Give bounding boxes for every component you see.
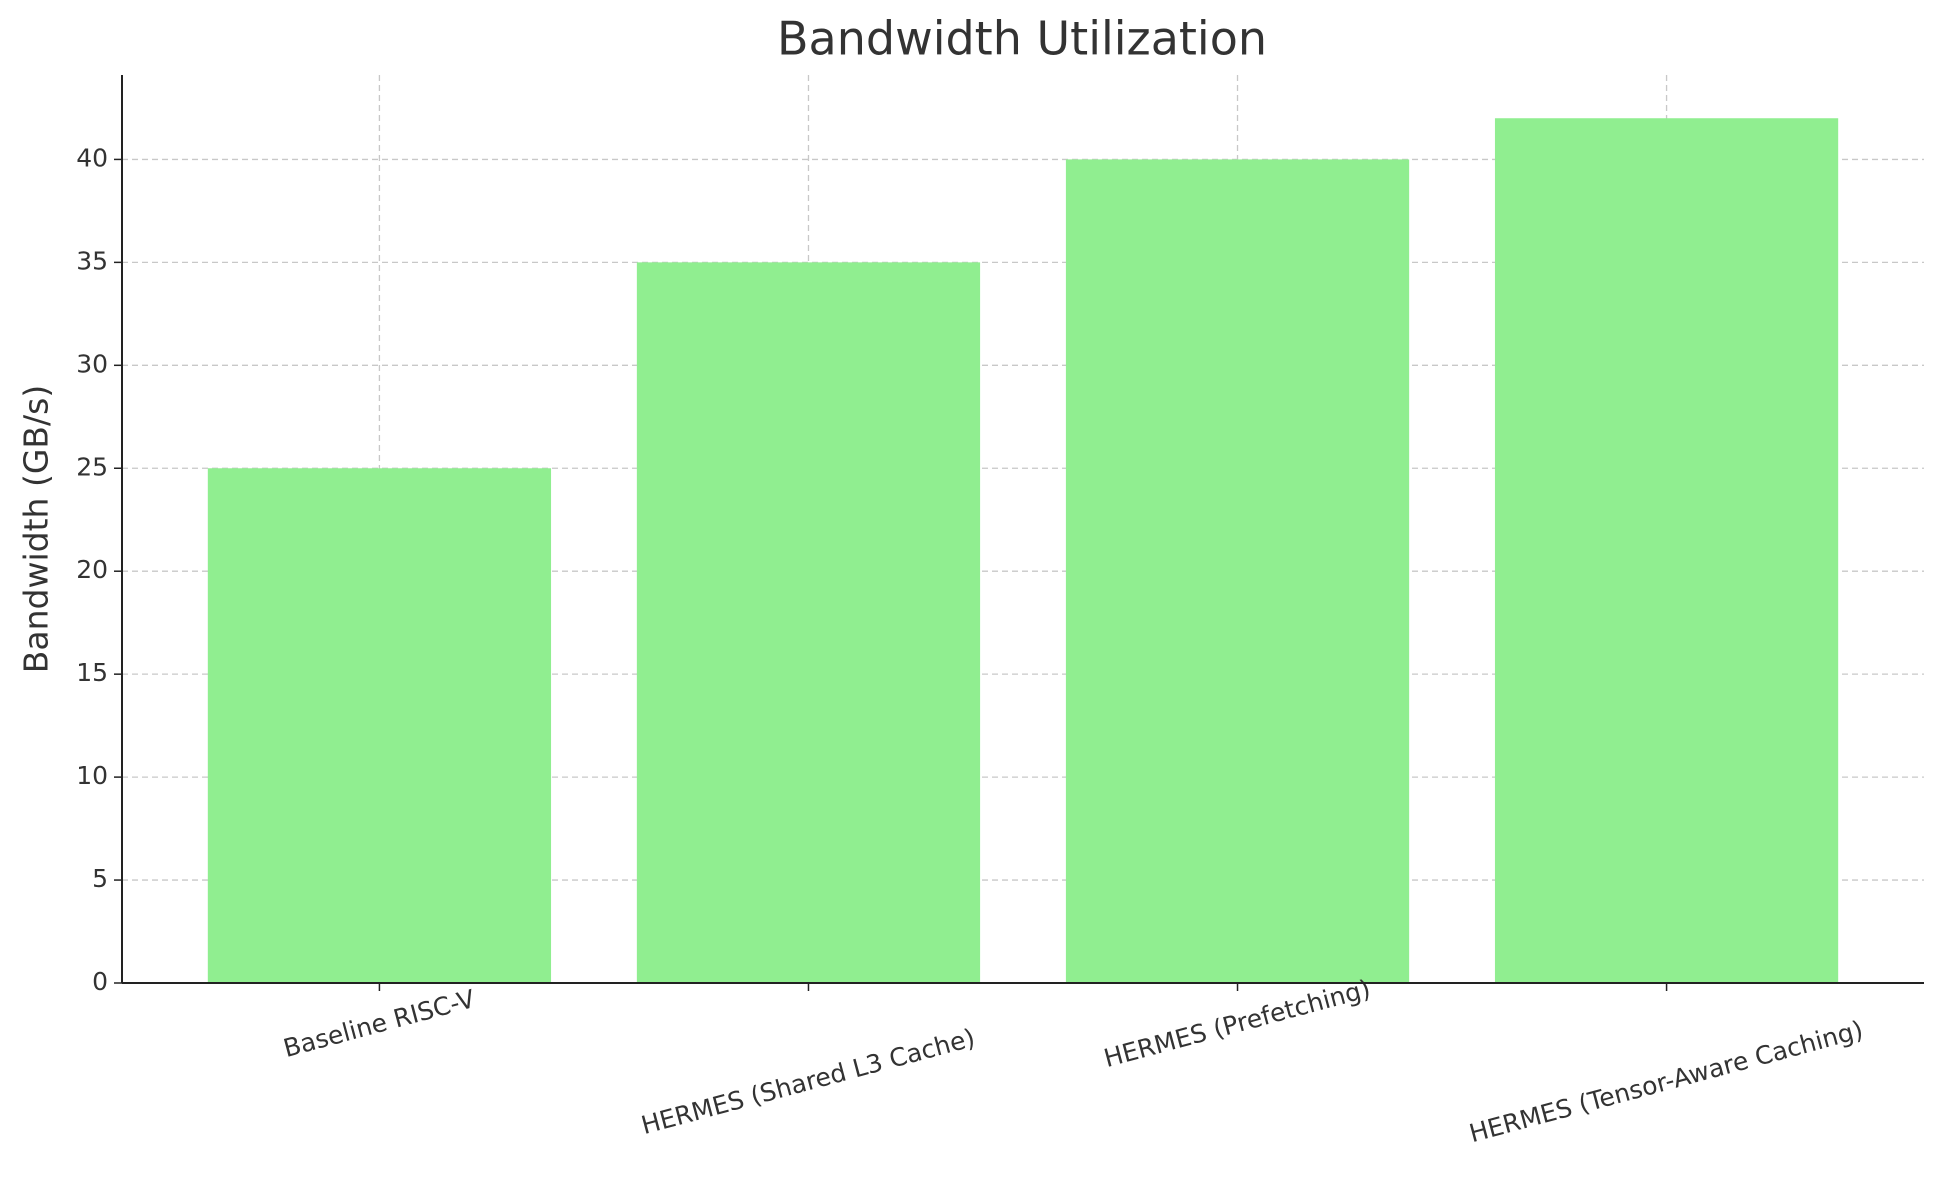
y-tick-label: 35 [76,246,108,275]
chart-title: Bandwidth Utilization [777,12,1267,66]
y-tick-label: 10 [76,761,108,790]
y-tick-label: 20 [76,555,108,584]
y-tick-label: 0 [92,967,108,996]
y-tick-label: 15 [76,658,108,687]
bar [1065,159,1410,983]
y-tick-label: 5 [92,864,108,893]
y-tick-label: 30 [76,349,108,378]
bar [636,262,981,983]
y-tick-label: 40 [76,143,108,172]
y-tick-label: 25 [76,452,108,481]
x-tick-label: Baseline RISC-V [280,984,477,1063]
x-tick-label: HERMES (Tensor-Aware Caching) [1466,1015,1866,1148]
bar [207,468,552,984]
x-tick-label: HERMES (Shared L3 Cache) [638,1023,978,1140]
y-axis-label: Bandwidth (GB/s) [17,385,56,673]
bar [1494,118,1839,983]
